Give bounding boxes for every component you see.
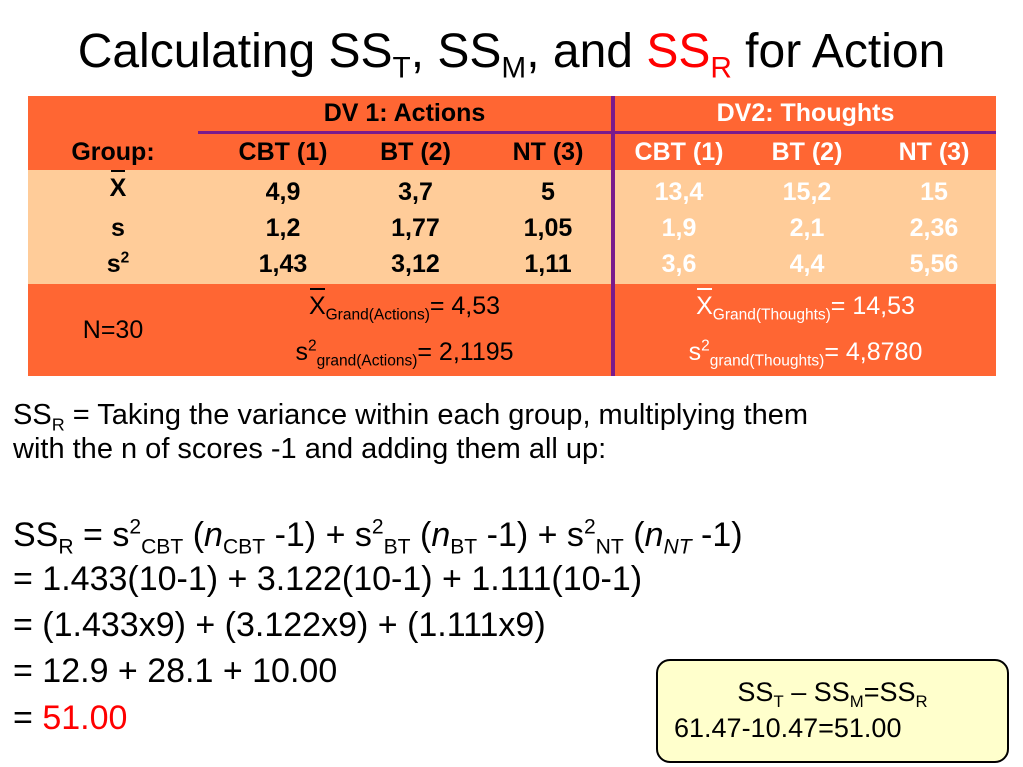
table-cell: 5,56 xyxy=(909,250,959,278)
table-cell: 1,77 xyxy=(391,214,440,242)
statistics-table: DV 1: Actions DV2: Thoughts Group: CBT (… xyxy=(28,96,996,376)
summary-box: SST – SSM=SSR 61.47-10.47=51.00 xyxy=(656,659,1009,763)
slide-title: Calculating SST, SSM, and SSR for Action xyxy=(77,25,946,85)
table-cell: 13,4 xyxy=(654,178,704,206)
row-label-variance: s2 xyxy=(106,249,130,278)
definition-line-2: with the n of scores -1 and adding them … xyxy=(13,433,607,465)
dv2-header: DV2: Thoughts xyxy=(716,99,895,127)
table-cell: 15,2 xyxy=(782,178,832,206)
row-label-mean: X xyxy=(109,170,127,202)
values-band xyxy=(28,170,996,284)
table-cell: 1,2 xyxy=(265,214,301,242)
table-cell: 1,43 xyxy=(258,250,308,278)
equation-line-3: = (1.433x9) + (3.122x9) + (1.111x9) xyxy=(13,606,546,644)
table-cell: 4,4 xyxy=(789,250,825,278)
ssr-definition: SSR = Taking the variance within each gr… xyxy=(13,398,808,466)
group-header: BT (2) xyxy=(380,138,451,166)
grand-band xyxy=(28,284,996,376)
dv-divider xyxy=(611,96,615,376)
table-cell: 15 xyxy=(920,178,948,206)
equation-line-2: = 1.433(10-1) + 3.122(10-1) + 1.111(10-1… xyxy=(13,560,643,598)
grand-variance-actions: s2grand(Actions)= 2,1195 xyxy=(295,337,514,370)
header-underline xyxy=(198,131,996,134)
equation-line-4: = 12.9 + 28.1 + 10.00 xyxy=(13,652,338,690)
n-label: N=30 xyxy=(82,316,144,344)
definition-line-1: SSR = Taking the variance within each gr… xyxy=(13,399,809,435)
group-header: BT (2) xyxy=(771,138,843,166)
final-result: 51.00 xyxy=(42,699,128,737)
ssr-formula: SSR = s2CBT (nCBT -1) + s2BT (nBT -1) + … xyxy=(13,515,743,559)
group-header: NT (3) xyxy=(898,138,970,166)
table-cell: 2,1 xyxy=(789,214,825,242)
table-cell: 2,36 xyxy=(909,214,959,242)
table-cell: 1,11 xyxy=(524,250,572,278)
table-cell: 3,7 xyxy=(398,178,433,206)
equation-line-5: = 51.00 xyxy=(13,699,128,737)
table-cell: 3,12 xyxy=(391,250,440,278)
summary-calculation: 61.47-10.47=51.00 xyxy=(674,713,902,743)
grand-mean-actions: XGrand(Actions)= 4,53 xyxy=(308,288,501,324)
table-cell: 1,9 xyxy=(661,214,697,242)
table-cell: 3,6 xyxy=(661,250,697,278)
row-label-sd: s xyxy=(111,214,125,242)
table-cell: 1,05 xyxy=(523,214,573,242)
group-header: NT (3) xyxy=(512,138,584,166)
table-cell: 4,9 xyxy=(265,178,301,206)
grand-mean-thoughts: XGrand(Thoughts)= 14,53 xyxy=(696,288,915,324)
group-header: CBT (1) xyxy=(238,138,328,166)
table-cell: 5 xyxy=(541,178,555,206)
summary-formula: SST – SSM=SSR xyxy=(737,677,928,711)
title-ssr: SSR xyxy=(646,25,732,85)
group-label: Group: xyxy=(71,138,155,166)
group-header: CBT (1) xyxy=(634,138,724,166)
dv1-header: DV 1: Actions xyxy=(323,99,486,127)
grand-variance-thoughts: s2grand(Thoughts)= 4,8780 xyxy=(688,337,923,370)
